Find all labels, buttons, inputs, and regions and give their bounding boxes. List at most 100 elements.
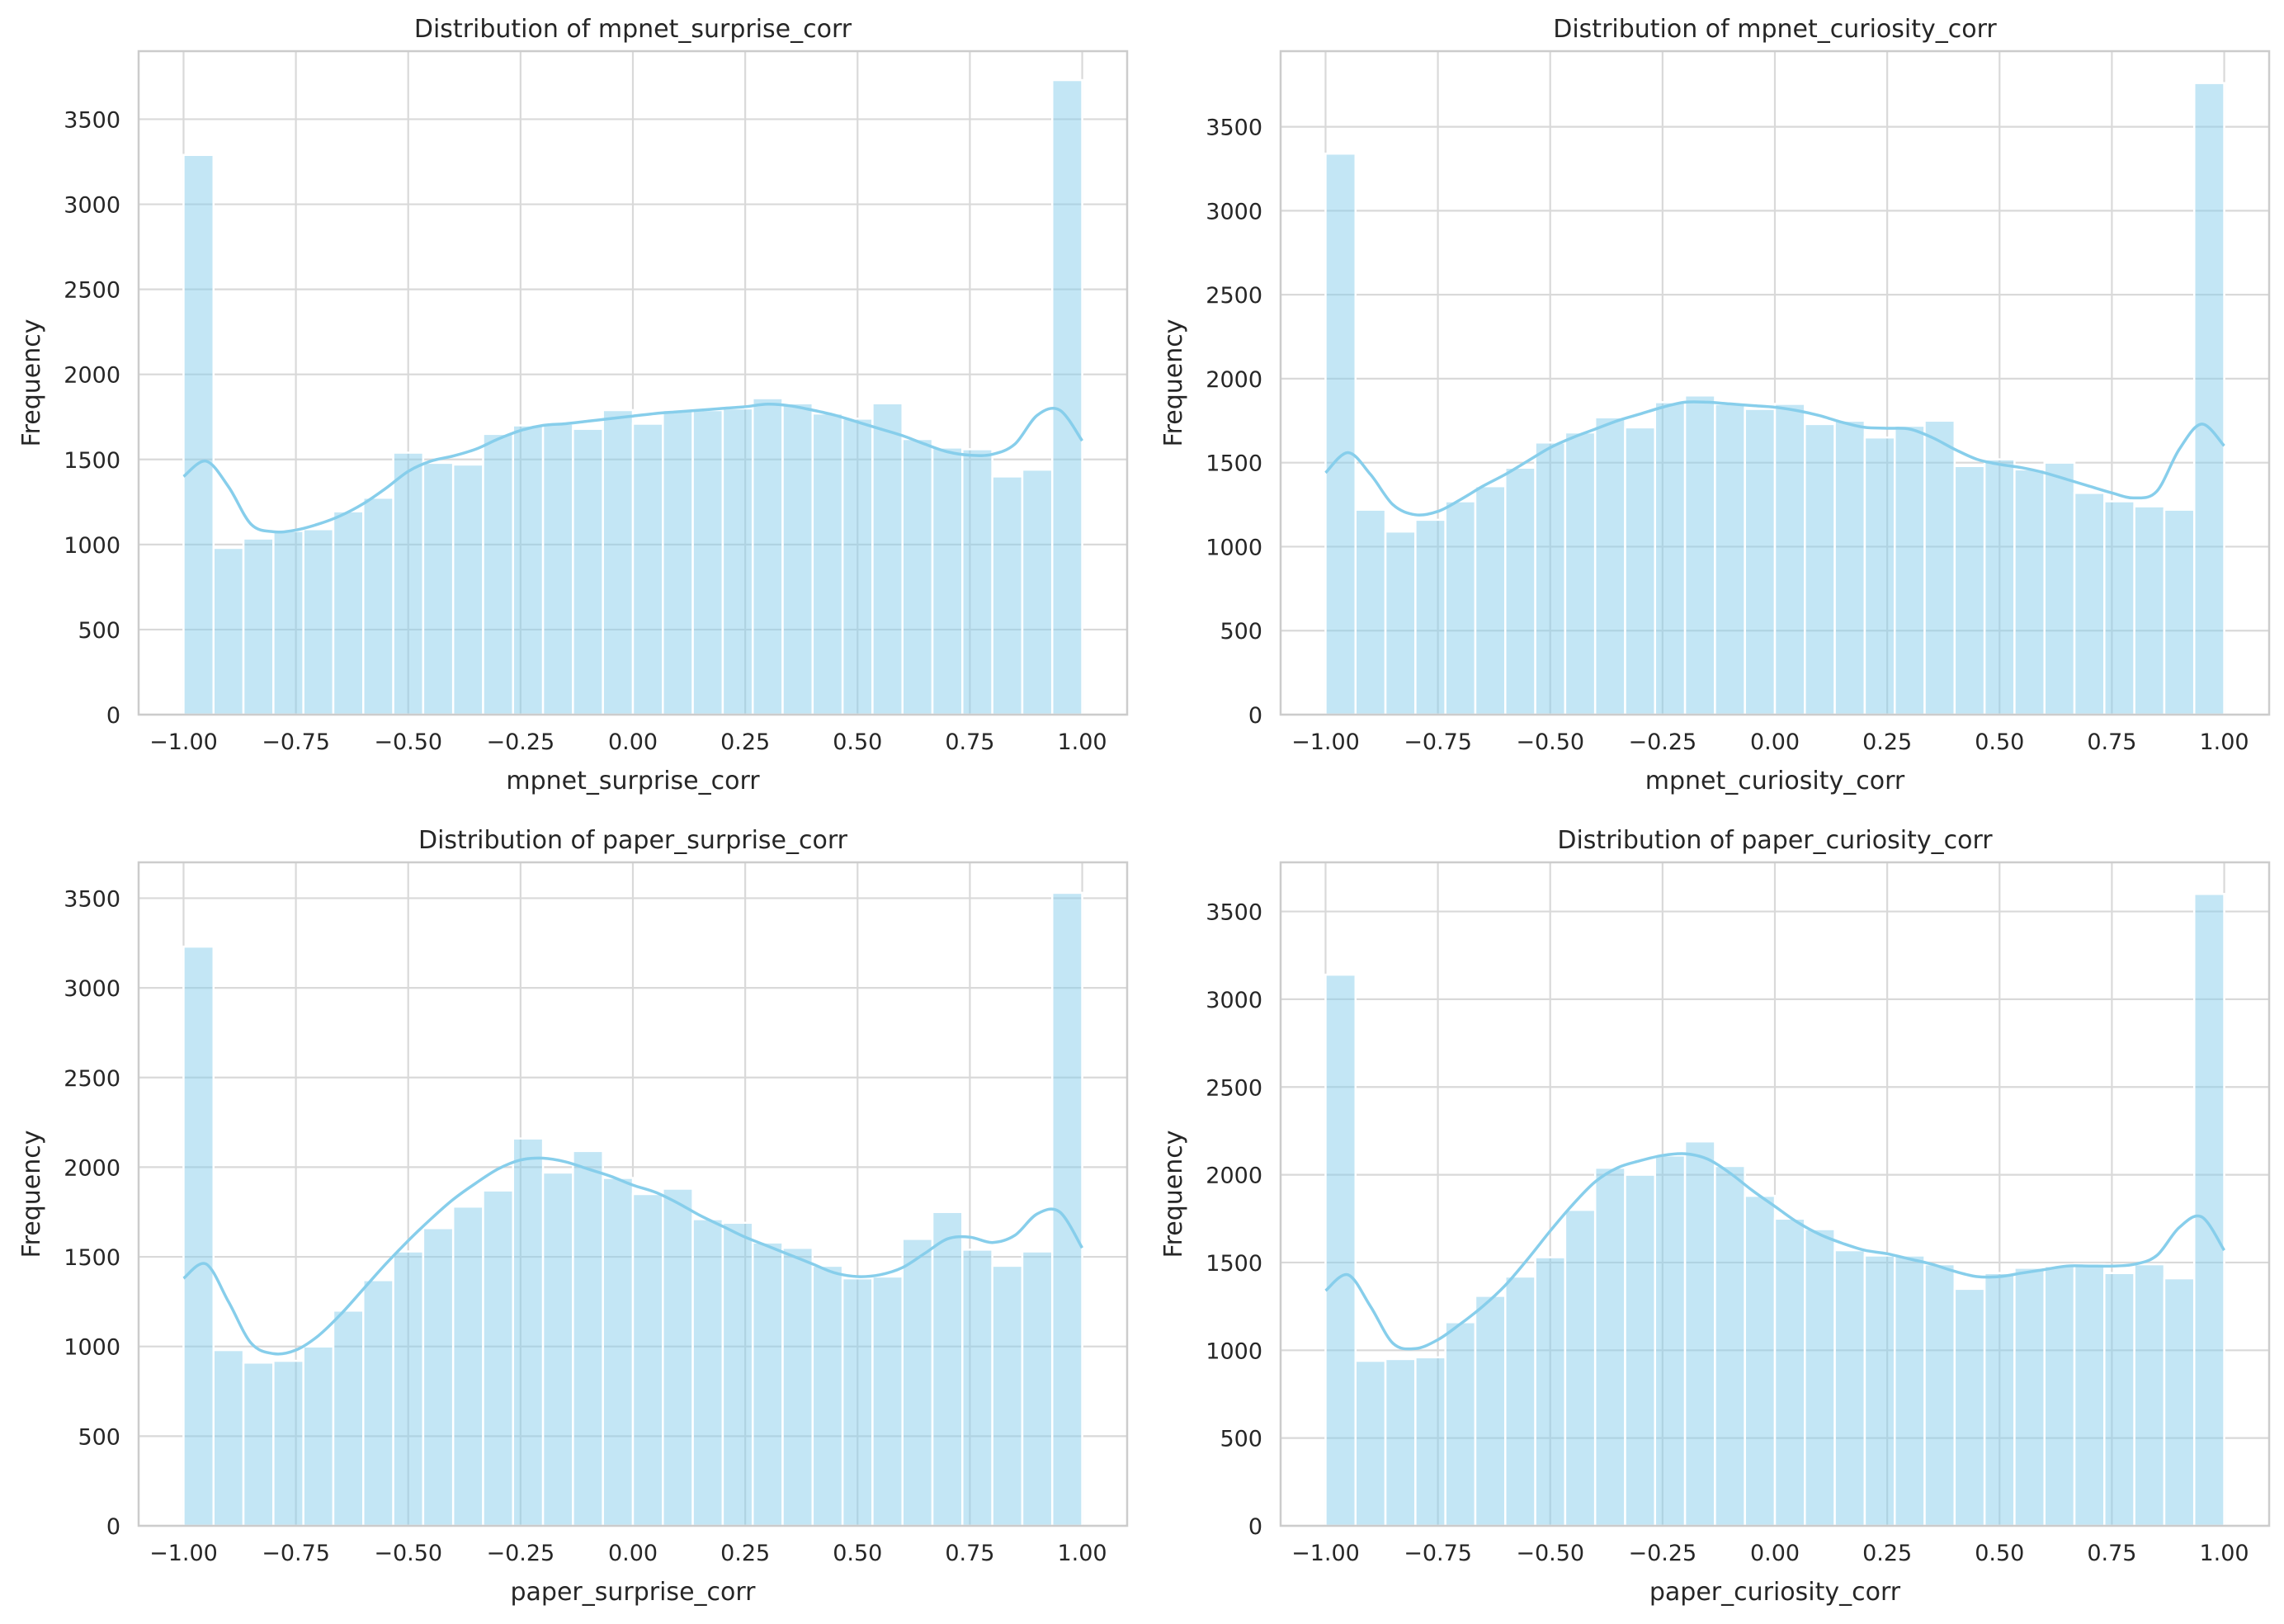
histogram-bar [451, 1205, 484, 1527]
histogram-bar [602, 1177, 635, 1527]
histogram-bar [662, 408, 694, 716]
histogram-bar [2163, 1277, 2196, 1527]
histogram-bar [1983, 1272, 2016, 1527]
x-tick-label: −1.00 [149, 1541, 218, 1566]
histogram-bar [332, 510, 365, 716]
histogram-bar [422, 1227, 455, 1527]
histogram-bar [1923, 419, 1956, 716]
y-tick-label: 500 [78, 618, 120, 644]
histogram-bar [422, 461, 455, 716]
histogram-bar [1324, 152, 1357, 716]
chart-title: Distribution of mpnet_curiosity_corr [1553, 15, 1997, 44]
histogram-bar [811, 412, 844, 716]
y-tick-label: 1500 [64, 448, 120, 474]
histogram-bar [1773, 403, 1806, 716]
histogram-bar [1414, 1356, 1446, 1527]
x-tick-label: 1.00 [1057, 1541, 1107, 1566]
histogram-bar [1624, 426, 1657, 716]
x-tick-label: 0.75 [945, 1541, 994, 1566]
histogram-bar [931, 446, 964, 716]
histogram-bar [2103, 1272, 2135, 1527]
histogram-bar [2133, 1263, 2166, 1527]
histogram-bar [362, 496, 394, 716]
histogram-bar [392, 451, 425, 716]
chart-title: Distribution of mpnet_surprise_corr [414, 15, 852, 44]
histogram-bar [1893, 424, 1926, 716]
y-axis-label: Frequency [1159, 319, 1188, 447]
histogram-bar [2043, 1264, 2076, 1527]
x-tick-label: −0.50 [374, 1541, 442, 1566]
histogram-bar [1050, 78, 1083, 716]
histogram-bar [931, 1211, 964, 1527]
histogram-bar [751, 1241, 784, 1527]
histogram-bar [2163, 508, 2196, 716]
x-tick-label: −0.50 [1516, 729, 1584, 755]
x-tick-label: 0.50 [1975, 729, 2024, 755]
histogram-bar [362, 1279, 394, 1527]
histogram-bar [1593, 416, 1626, 716]
histogram-bar [1414, 518, 1446, 716]
x-tick-label: 0.25 [720, 1541, 770, 1566]
histogram-bar [1444, 1321, 1477, 1527]
histogram-bar [2103, 500, 2135, 716]
histogram-bar [901, 1238, 934, 1527]
x-tick-label: 1.00 [2199, 1541, 2249, 1566]
histogram-bar [1893, 1254, 1926, 1527]
histogram-bar [1444, 500, 1477, 716]
x-tick-label: 0.00 [1750, 729, 1800, 755]
histogram-bar [1354, 508, 1387, 716]
histogram-bar [1654, 1154, 1687, 1527]
histogram-bar [2013, 468, 2046, 716]
y-axis-label: Frequency [17, 1131, 46, 1258]
x-tick-label: −0.50 [374, 729, 442, 755]
x-tick-label: 0.75 [2087, 1541, 2136, 1566]
histogram-bar [961, 1249, 993, 1527]
histogram-bar [451, 463, 484, 716]
x-tick-label: −0.25 [486, 1541, 554, 1566]
histogram-bar [1983, 458, 2016, 716]
y-axis-label: Frequency [17, 319, 46, 447]
histogram-bar [1923, 1263, 1956, 1527]
histogram-bar [1504, 466, 1536, 716]
histogram-bar [631, 423, 664, 716]
histogram-bar [302, 1345, 335, 1527]
histogram-bar [272, 1359, 304, 1527]
histogram-bar [1534, 1256, 1567, 1527]
y-tick-label: 500 [78, 1424, 120, 1450]
histogram-bar [691, 408, 724, 716]
histogram-bar [1654, 401, 1687, 716]
chart-title: Distribution of paper_curiosity_corr [1557, 826, 1993, 855]
x-tick-label: −0.75 [262, 1541, 330, 1566]
y-tick-label: 3000 [1206, 988, 1262, 1013]
histogram-bar [2133, 505, 2166, 716]
axes-frame [1279, 861, 2271, 1527]
histogram-bar [871, 402, 904, 716]
histogram-bar [811, 1264, 844, 1527]
histogram-bar [1953, 1287, 1986, 1527]
histogram-bar [1384, 530, 1417, 716]
x-tick-label: 0.50 [833, 729, 882, 755]
y-tick-label: 0 [1248, 703, 1262, 729]
y-tick-label: 500 [1220, 619, 1262, 644]
x-axis-label: paper_surprise_corr [510, 1578, 756, 1607]
axes-frame [137, 861, 1129, 1527]
kde-curve [182, 1156, 1084, 1356]
histogram-bar [302, 528, 335, 716]
y-tick-label: 500 [1220, 1427, 1262, 1452]
histogram-bar [1593, 1166, 1626, 1527]
histogram-bar [781, 1246, 814, 1527]
histogram-bar [1474, 484, 1507, 716]
x-tick-label: −0.25 [1628, 729, 1696, 755]
histogram-bar [1354, 1359, 1387, 1527]
histogram-bar [691, 1218, 724, 1527]
y-axis-label: Frequency [1159, 1131, 1188, 1258]
x-tick-label: 0.00 [608, 729, 658, 755]
x-tick-label: −0.25 [1628, 1541, 1696, 1566]
histogram-bar [2013, 1267, 2046, 1527]
x-tick-label: −0.75 [1404, 1541, 1472, 1566]
histogram-bar [242, 537, 275, 716]
histogram-bar [1714, 403, 1746, 716]
x-tick-label: −0.75 [262, 729, 330, 755]
histogram-bar [1324, 973, 1357, 1527]
